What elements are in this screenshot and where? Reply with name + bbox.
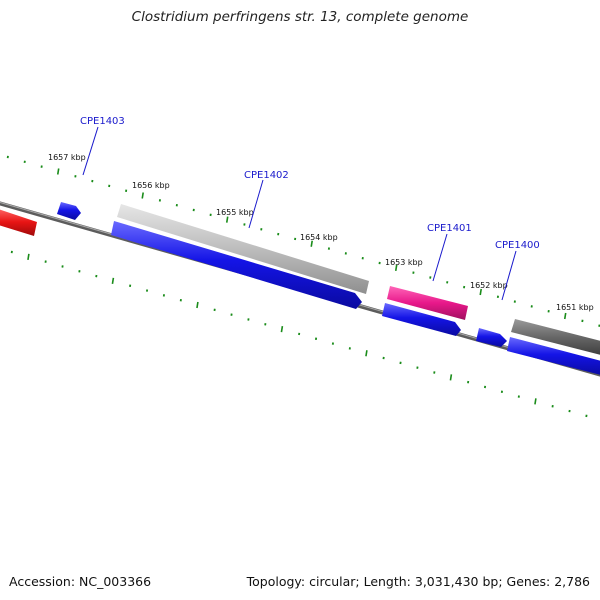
gene-cpe1403[interactable]	[57, 202, 81, 220]
major-tick	[27, 253, 30, 260]
scale-label-1651: 1651 kbp	[556, 303, 594, 312]
gene-label-group: CPE1403 CPE1402 CPE1401 CPE1400	[80, 116, 540, 301]
inner-tick-row	[10, 250, 588, 418]
gene-label-cpe1402[interactable]: CPE1402	[244, 170, 289, 181]
major-tick	[196, 301, 199, 309]
gene-blue-right[interactable]	[507, 337, 600, 376]
major-tick	[310, 240, 313, 247]
scale-label-1654: 1654 kbp	[300, 233, 338, 242]
scale-labels: 1657 kbp 1656 kbp 1655 kbp 1654 kbp 1653…	[48, 153, 594, 312]
gene-blue-long[interactable]	[111, 221, 362, 309]
major-tick	[479, 288, 482, 296]
map-title: Clostridium perfringens str. 13, complet…	[131, 9, 469, 25]
leader-line-cpe1401	[432, 233, 448, 282]
gene-cpe1401[interactable]	[387, 286, 468, 320]
major-tick	[365, 350, 368, 357]
reverse-strand-genes	[111, 221, 600, 376]
leader-line-cpe1400	[501, 250, 517, 301]
scale-label-1657: 1657 kbp	[48, 153, 86, 162]
major-tick	[111, 277, 115, 285]
accession-text: Accession: NC_003366	[9, 574, 152, 589]
major-tick	[280, 325, 284, 333]
scale-label-1653: 1653 kbp	[385, 258, 423, 267]
gene-label-cpe1400[interactable]: CPE1400	[495, 240, 540, 251]
gene-blue-mid[interactable]	[382, 303, 461, 336]
scale-label-1655: 1655 kbp	[216, 208, 254, 217]
genome-summary-text: Topology: circular; Length: 3,031,430 bp…	[246, 574, 590, 589]
major-tick	[225, 216, 229, 223]
major-tick	[534, 398, 537, 405]
scale-label-1656: 1656 kbp	[132, 181, 170, 190]
major-tick	[449, 374, 453, 381]
gene-red-feature[interactable]	[0, 208, 37, 236]
gene-label-cpe1401[interactable]: CPE1401	[427, 223, 472, 234]
outer-tick-row	[6, 155, 600, 327]
leader-line-cpe1402	[248, 179, 264, 229]
leader-line-cpe1403	[82, 126, 99, 176]
gene-cpe1400[interactable]	[511, 319, 600, 356]
gene-label-cpe1403[interactable]: CPE1403	[80, 116, 125, 127]
major-tick	[394, 264, 398, 271]
major-tick	[563, 312, 567, 320]
forward-strand-genes	[0, 202, 600, 356]
major-tick	[56, 168, 60, 175]
gene-cpe1402[interactable]	[117, 204, 369, 294]
gene-blue-short[interactable]	[476, 328, 507, 347]
major-tick	[141, 192, 144, 199]
scale-label-1652: 1652 kbp	[470, 281, 508, 290]
